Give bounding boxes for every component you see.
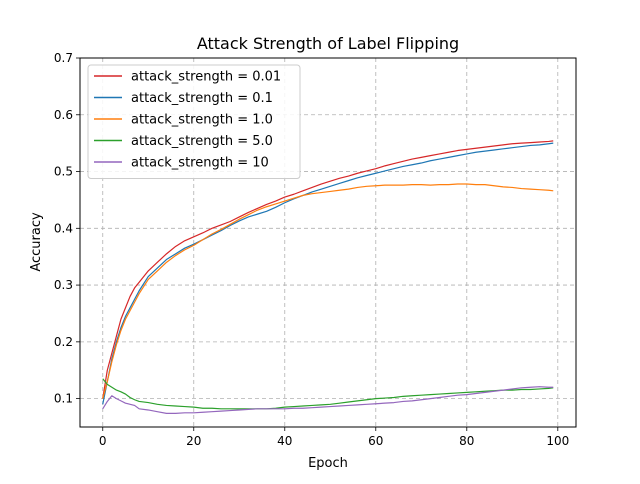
legend-box bbox=[87, 64, 301, 179]
y-tick-label: 0.3 bbox=[54, 278, 73, 292]
x-tick-label: 0 bbox=[99, 434, 107, 448]
legend-label: attack_strength = 5.0 bbox=[131, 134, 273, 149]
series-line-4 bbox=[102, 378, 554, 410]
x-tick-label: 40 bbox=[277, 434, 292, 448]
x-tick-label: 80 bbox=[459, 434, 474, 448]
plot-frame bbox=[79, 57, 577, 428]
series-line-5 bbox=[102, 386, 554, 414]
x-axis-ticks: 0 20 40 60 80 100 bbox=[99, 427, 569, 448]
x-tick-label: 60 bbox=[368, 434, 383, 448]
x-axis-label: Epoch bbox=[308, 456, 348, 471]
y-tick-label: 0.5 bbox=[54, 165, 73, 179]
y-tick-label: 0.7 bbox=[54, 51, 73, 65]
grid bbox=[80, 57, 576, 427]
legend-label: attack_strength = 0.01 bbox=[131, 70, 281, 85]
legend: attack_strength = 0.01 attack_strength = … bbox=[87, 64, 301, 179]
legend-label: attack_strength = 10 bbox=[131, 156, 269, 171]
x-tick-label: 100 bbox=[546, 434, 569, 448]
y-tick-label: 0.1 bbox=[54, 392, 73, 406]
chart-title: Attack Strength of Label Flipping bbox=[197, 34, 459, 53]
legend-label: attack_strength = 0.1 bbox=[131, 91, 273, 106]
legend-label: attack_strength = 1.0 bbox=[131, 113, 273, 128]
series-line-3 bbox=[102, 183, 554, 399]
y-axis-label: Accuracy bbox=[29, 212, 44, 272]
y-axis-ticks: 0.1 0.2 0.3 0.4 0.5 0.6 0.7 bbox=[54, 51, 80, 406]
series-lines bbox=[102, 140, 554, 414]
series-line-2 bbox=[102, 142, 554, 405]
y-tick-label: 0.6 bbox=[54, 108, 73, 122]
series-line-1 bbox=[102, 140, 554, 399]
y-tick-label: 0.2 bbox=[54, 335, 73, 349]
y-tick-label: 0.4 bbox=[54, 221, 73, 235]
x-tick-label: 20 bbox=[186, 434, 201, 448]
